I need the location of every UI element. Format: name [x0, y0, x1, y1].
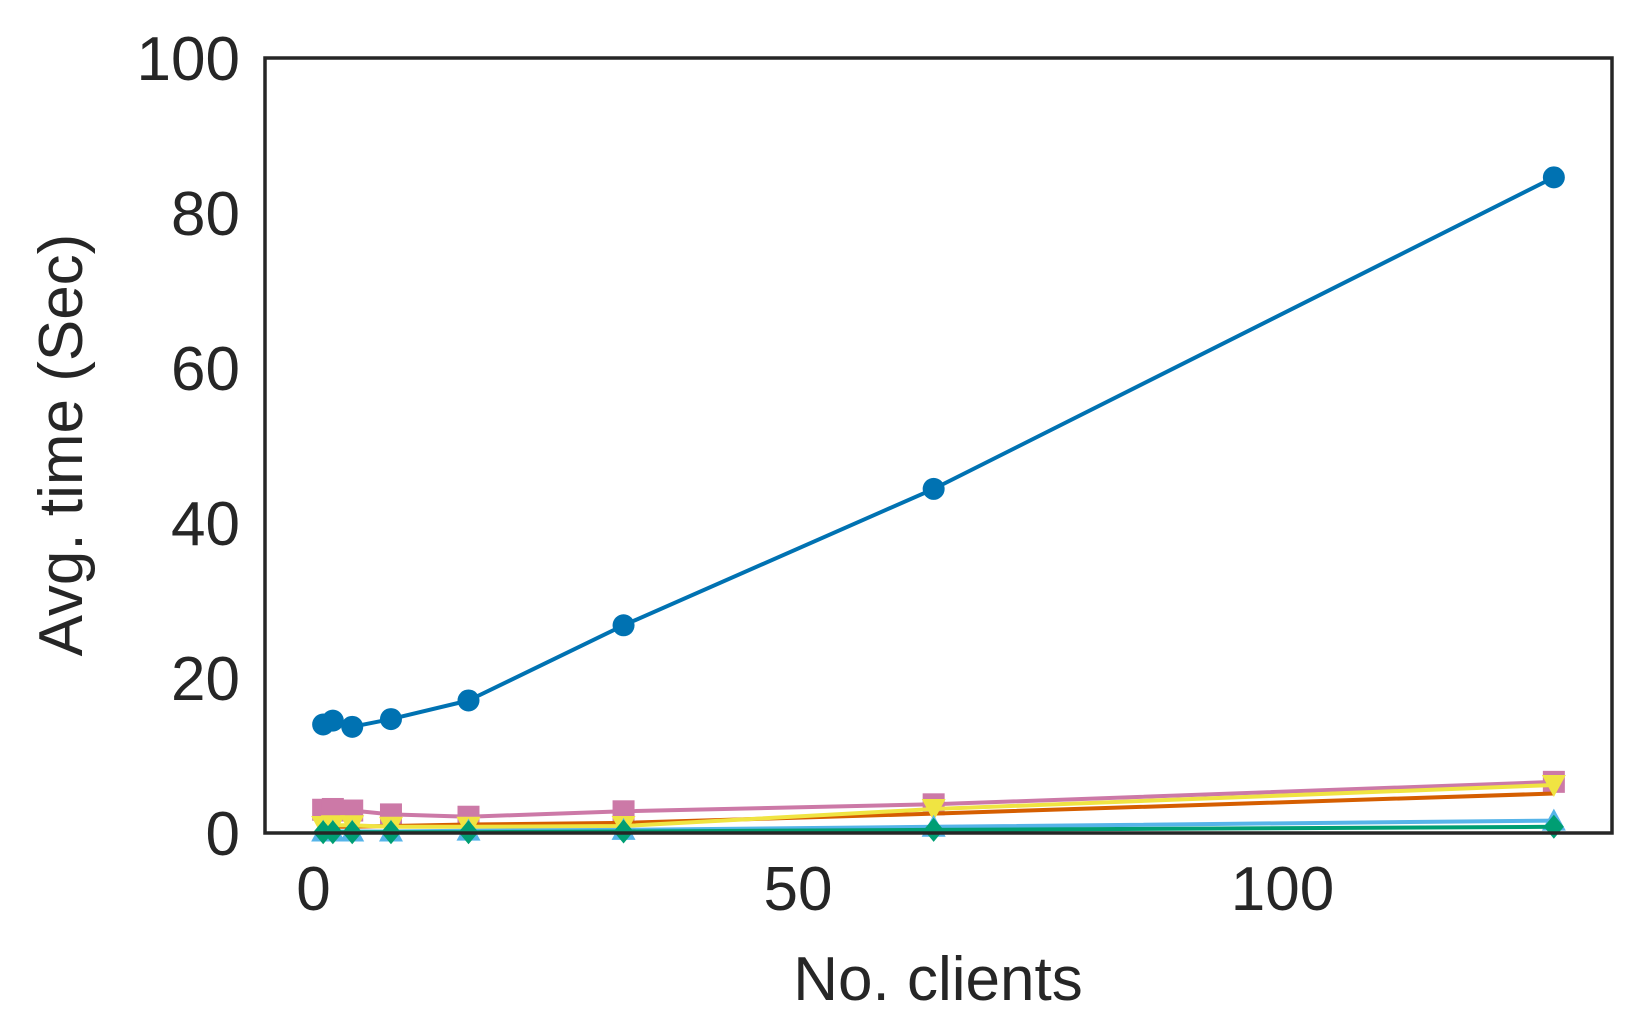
y-tick-label: 20	[171, 645, 240, 714]
data-point	[457, 689, 480, 712]
data-point	[341, 715, 364, 738]
data-point	[922, 477, 945, 500]
data-point	[923, 817, 944, 842]
y-tick-label: 0	[206, 800, 240, 869]
data-point	[612, 614, 635, 637]
series-1	[312, 166, 1565, 738]
x-tick-label: 0	[296, 855, 330, 924]
data-point	[1541, 774, 1566, 797]
data-point	[321, 709, 344, 732]
data-point	[321, 797, 344, 820]
y-tick-label: 80	[171, 180, 240, 249]
data-point	[1543, 814, 1564, 839]
x-tick-label: 100	[1231, 855, 1334, 924]
data-point	[379, 708, 402, 731]
series-line	[322, 175, 1555, 729]
plot-frame	[263, 56, 1614, 835]
x-axis-title: No. clients	[793, 945, 1082, 1014]
y-axis-title: Avg. time (Sec)	[27, 234, 96, 657]
y-tick-label: 40	[171, 490, 240, 559]
ticks-layer: 0 50 100 0 20 40 60 80 100	[137, 25, 1335, 924]
x-tick-label: 50	[764, 855, 833, 924]
y-tick-label: 100	[137, 25, 240, 94]
data-point	[921, 798, 946, 821]
series-layer	[311, 166, 1566, 845]
data-point	[1542, 166, 1565, 189]
y-tick-label: 60	[171, 335, 240, 404]
